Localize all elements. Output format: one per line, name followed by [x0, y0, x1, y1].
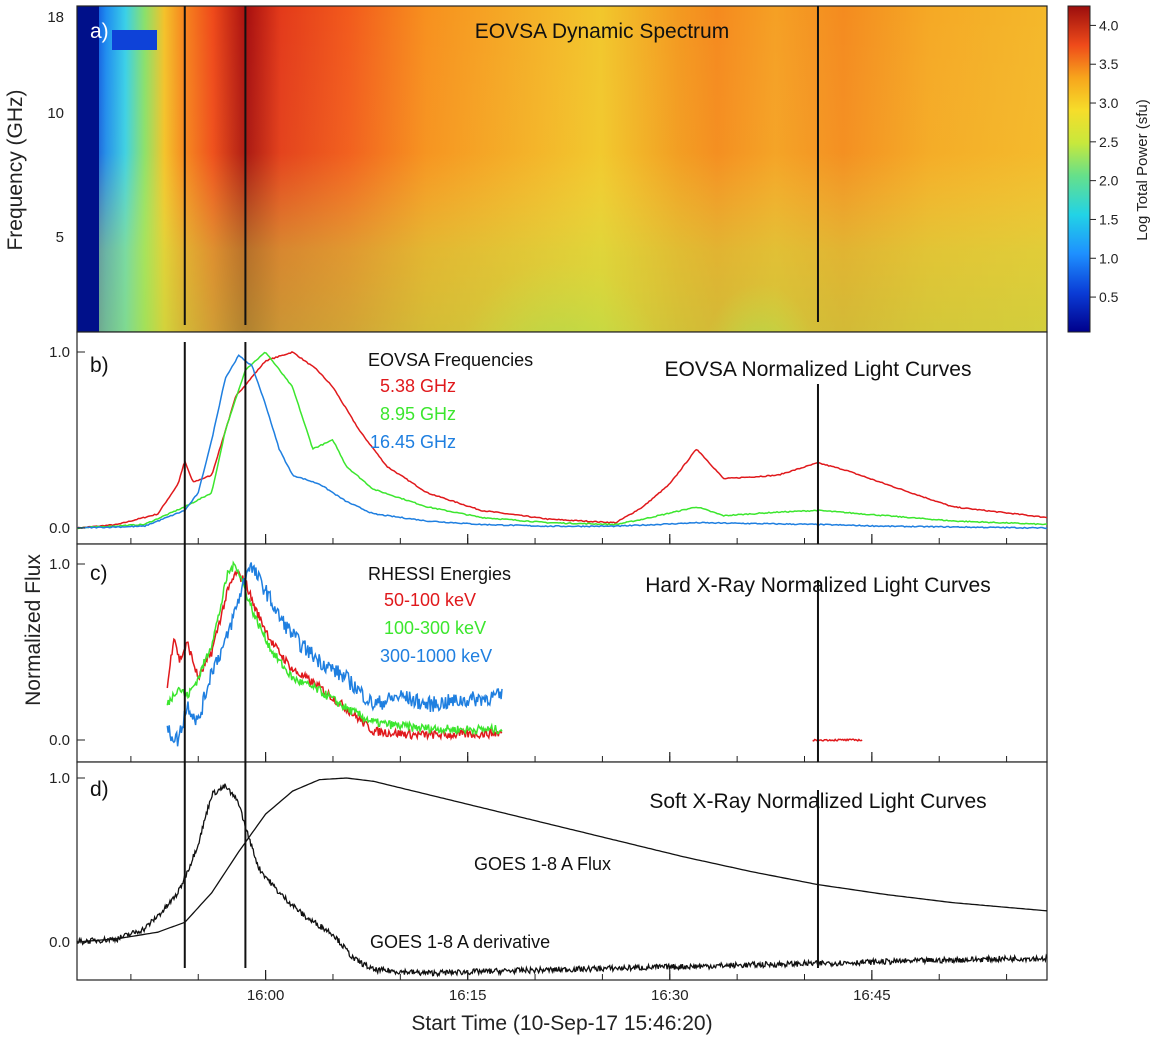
panel-d-flux-label: GOES 1-8 A Flux	[474, 854, 611, 874]
panel-c-legend-item: 100-300 keV	[384, 618, 486, 638]
panel-c-legend-title: RHESSI Energies	[368, 564, 511, 584]
rhessi-series-green-line	[166, 560, 503, 737]
y-tick-label: 0.0	[49, 934, 70, 951]
y-tick-label-5: 5	[56, 229, 64, 246]
y-tick-label: 1.0	[49, 770, 70, 787]
panel-a-dynamic-spectrum	[77, 6, 1047, 332]
y-axis-title-frequency: Frequency (GHz)	[4, 89, 27, 250]
y-tick-label: 0.0	[49, 520, 70, 537]
panel-d-frame	[76, 761, 1048, 981]
x-axis-title: Start Time (10-Sep-17 15:46:20)	[411, 1012, 712, 1035]
panel-b-letter: b)	[90, 354, 109, 377]
panel-c-letter: c)	[90, 562, 108, 585]
panel-c-frame	[76, 543, 1048, 763]
panel-b-frame	[76, 331, 1048, 545]
rhessi-series-red-late-segment	[812, 737, 863, 742]
heatmap-artifact	[112, 30, 157, 50]
x-tick-label: 16:30	[651, 987, 689, 1004]
rhessi-series-blue-line	[166, 562, 503, 747]
panel-b-title: EOVSA Normalized Light Curves	[665, 358, 972, 381]
panel-b-legend-item: 8.95 GHz	[380, 404, 456, 424]
x-tick-label: 16:00	[247, 987, 285, 1004]
heatmap-low-frequency-band	[77, 6, 99, 332]
y-tick-label-18: 18	[47, 9, 64, 26]
panel-d-title: Soft X-Ray Normalized Light Curves	[649, 790, 986, 813]
colorbar-title: Log Total Power (sfu)	[1134, 99, 1151, 240]
y-tick-label: 1.0	[49, 344, 70, 361]
goes-derivative-line	[76, 783, 1048, 978]
colorbar-tick-label: 2.0	[1099, 173, 1119, 189]
colorbar-gradient	[1067, 5, 1091, 333]
vertical-markers	[183, 6, 819, 968]
colorbar-tick-label: 1.0	[1099, 250, 1119, 266]
series-layer	[76, 351, 1048, 978]
panel-b-legend-item: 16.45 GHz	[370, 432, 456, 452]
y-tick-label: 1.0	[49, 556, 70, 573]
y-tick-label-10: 10	[47, 105, 64, 122]
colorbar-tick-label: 3.5	[1099, 56, 1119, 72]
heatmap-green-region	[450, 170, 670, 332]
eovsa-series-blue-line	[77, 354, 1048, 530]
panel-c-legend-item: 300-1000 keV	[380, 646, 492, 666]
y-tick-label: 0.0	[49, 732, 70, 749]
panel-c-legend-item: 50-100 keV	[384, 590, 476, 610]
heatmap-green-region	[700, 220, 820, 332]
colorbar-tick-label: 1.5	[1099, 211, 1119, 227]
goes-flux-line	[76, 777, 1048, 943]
rhessi-series-red-line	[166, 569, 503, 741]
eovsa-series-green-line	[76, 351, 1048, 530]
x-tick-label: 16:15	[449, 987, 487, 1004]
eovsa-series-red-line	[76, 351, 1048, 530]
panel-a-letter: a)	[90, 20, 109, 43]
colorbar-tick-label: 3.0	[1099, 95, 1119, 111]
colorbar: 0.5 1.0 1.5 2.0 2.5 3.0 3.5 4.0 Log Total Power…	[1067, 5, 1151, 333]
x-tick-label: 16:45	[853, 987, 891, 1004]
colorbar-tick-label: 0.5	[1099, 289, 1119, 305]
panel-d-derivative-label: GOES 1-8 A derivative	[370, 932, 550, 952]
panel-a-title: EOVSA Dynamic Spectrum	[475, 20, 729, 43]
axis-ticks: 16:00 16:15 16:30 16:45 0.0 1.0 0.0 1.0 0.0 1.0	[49, 344, 1008, 1004]
colorbar-ticks: 0.5 1.0 1.5 2.0 2.5 3.0 3.5 4.0	[1090, 17, 1119, 305]
colorbar-tick-label: 4.0	[1099, 17, 1119, 33]
panel-d-letter: d)	[90, 778, 109, 801]
y-axis-title-normalized-flux: Normalized Flux	[22, 554, 45, 706]
colorbar-tick-label: 2.5	[1099, 134, 1119, 150]
panel-c-title: Hard X-Ray Normalized Light Curves	[645, 574, 990, 597]
panel-b-legend-item: 5.38 GHz	[380, 376, 456, 396]
panel-b-legend-title: EOVSA Frequencies	[368, 350, 533, 370]
